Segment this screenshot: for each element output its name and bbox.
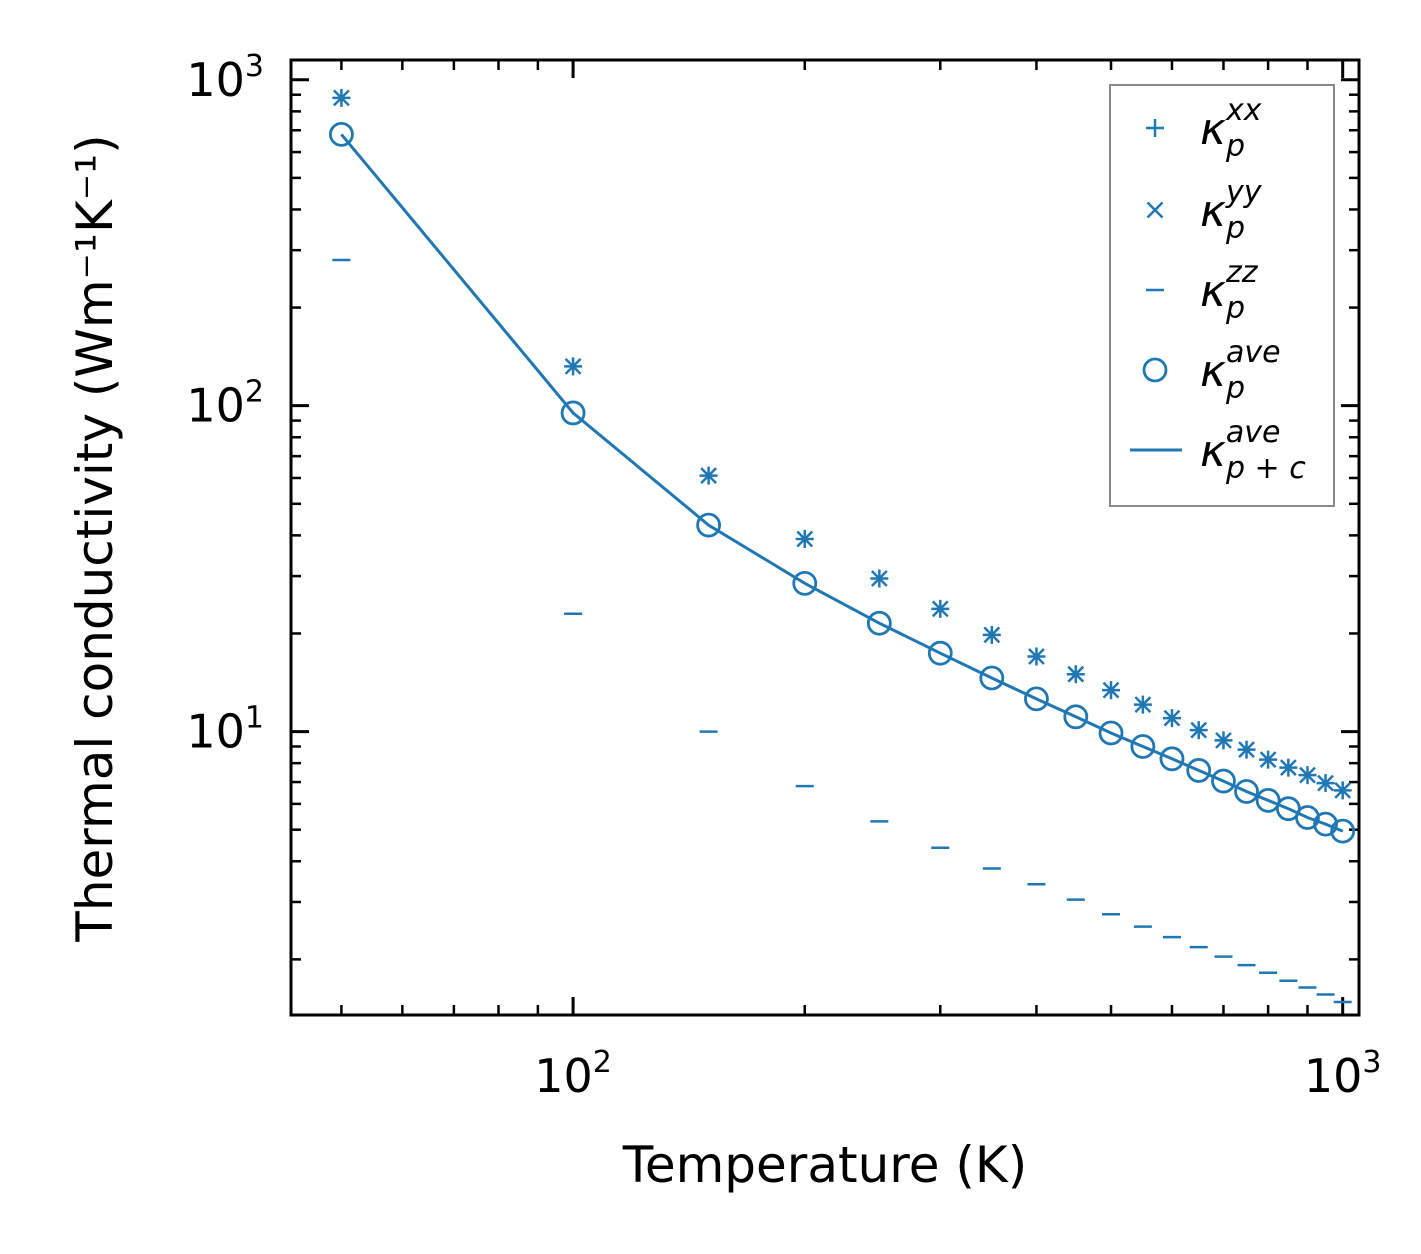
major-ticks xyxy=(291,60,1359,1015)
legend-marker-kxx xyxy=(1146,119,1164,137)
point-kave xyxy=(696,512,722,538)
plot-frame xyxy=(289,58,1361,1017)
point-kave xyxy=(1063,704,1089,730)
point-kave xyxy=(1255,787,1281,813)
legend-label-kpc: κp + cave xyxy=(1200,415,1306,486)
point-kyy xyxy=(1238,741,1255,759)
point-kyy xyxy=(1215,731,1232,749)
point-kyy xyxy=(1134,696,1152,713)
point-kyy xyxy=(1067,665,1085,683)
point-kyy xyxy=(1299,766,1316,784)
point-kave xyxy=(1130,734,1156,759)
point-kyy xyxy=(1028,648,1045,665)
point-kyy xyxy=(931,600,949,618)
x-tick-label: 103 xyxy=(1304,1045,1382,1103)
point-kave xyxy=(1211,768,1236,794)
legend-label-kave: κpave xyxy=(1200,335,1281,406)
legend-box xyxy=(1109,84,1335,507)
point-kave xyxy=(1186,758,1212,783)
point-kyy xyxy=(564,358,582,375)
point-kave xyxy=(1234,779,1259,804)
x-axis-title: Temperature (K) xyxy=(622,1136,1027,1194)
y-tick-label: 102 xyxy=(186,375,264,433)
point-kyy xyxy=(1163,709,1181,727)
x-tick-label: 102 xyxy=(534,1045,612,1103)
series-layer xyxy=(329,88,1356,1004)
point-kave xyxy=(979,665,1005,691)
point-kave xyxy=(560,400,586,426)
point-kyy xyxy=(1279,759,1297,777)
point-kave xyxy=(1098,720,1124,746)
point-kave xyxy=(1024,686,1049,712)
point-kave xyxy=(1159,746,1185,772)
point-kyy xyxy=(700,467,717,485)
x-tick-exponent: 2 xyxy=(593,1045,612,1080)
legend-marker-kyy xyxy=(1146,201,1164,219)
x-tick-exponent: 3 xyxy=(1362,1045,1381,1080)
legend-marker-kave xyxy=(1142,357,1168,383)
minor-ticks xyxy=(291,60,1359,1015)
point-kyy xyxy=(1259,751,1277,769)
point-kave xyxy=(329,121,354,147)
point-kyy xyxy=(796,530,814,548)
point-kyy xyxy=(870,570,888,587)
point-kyy xyxy=(333,89,350,107)
point-kave xyxy=(866,610,892,636)
point-kave xyxy=(1313,811,1338,837)
point-kyy xyxy=(1190,721,1208,739)
legend-label-kyy: κpyy xyxy=(1200,175,1263,246)
point-kyy xyxy=(1334,782,1352,799)
legend: κpxx κpyy κpzz κpave κp + cave xyxy=(1109,84,1335,507)
series-kpc-line xyxy=(340,133,1344,833)
y-tick-exponent: 1 xyxy=(245,701,264,736)
y-tick-exponent: 2 xyxy=(245,375,264,410)
legend-label-kzz: κpzz xyxy=(1200,255,1259,326)
point-kave xyxy=(792,570,818,596)
point-kyy xyxy=(1317,774,1334,792)
y-axis-title: Thermal conductivity (Wm⁻¹K⁻¹) xyxy=(66,134,124,942)
y-tick-exponent: 3 xyxy=(245,49,264,84)
legend-label-kxx: κpxx xyxy=(1200,93,1262,164)
point-kave xyxy=(927,640,953,666)
y-tick-label: 103 xyxy=(186,49,264,107)
y-tick-label: 101 xyxy=(186,701,264,759)
point-kyy xyxy=(983,626,1001,644)
point-kave xyxy=(1330,818,1356,844)
point-kyy xyxy=(1102,681,1120,699)
